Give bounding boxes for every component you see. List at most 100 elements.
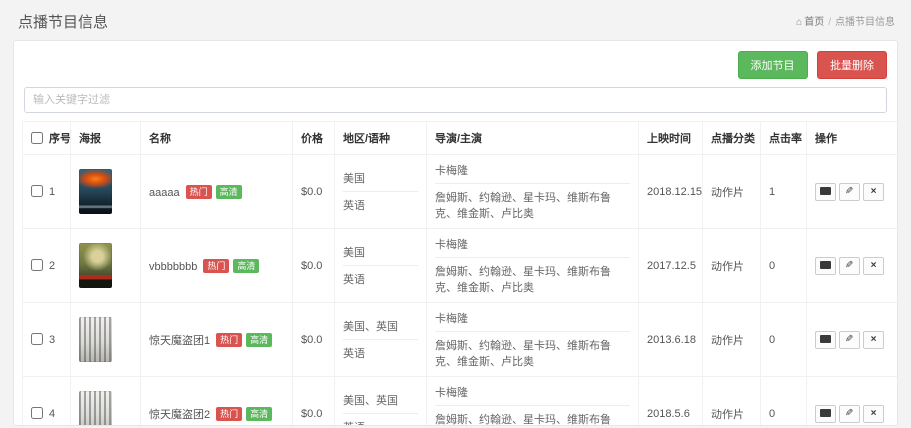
language: 英语 — [343, 274, 365, 286]
price: $0.0 — [301, 185, 323, 198]
row-checkbox[interactable] — [31, 185, 43, 197]
select-all-checkbox[interactable] — [31, 132, 43, 144]
release-date: 2013.6.18 — [647, 333, 696, 346]
click-rate: 1 — [769, 185, 776, 198]
column-header-actions: 操作 — [815, 133, 837, 145]
movie-name: 惊天魔盗团1 — [149, 334, 211, 347]
delete-button[interactable]: × — [863, 330, 884, 349]
language: 英语 — [343, 414, 418, 425]
edit-icon: ✎ — [845, 334, 854, 345]
price: $0.0 — [301, 407, 323, 420]
edit-button[interactable]: ✎ — [839, 256, 860, 275]
breadcrumb: ⌂ 首页 / 点播节目信息 — [796, 13, 895, 28]
media-icon — [820, 409, 831, 418]
row-checkbox[interactable] — [31, 259, 43, 271]
row-index: 2 — [49, 260, 56, 272]
category: 动作片 — [711, 408, 744, 421]
breadcrumb-home-link[interactable]: 首页 — [804, 17, 825, 28]
edit-button[interactable]: ✎ — [839, 182, 860, 201]
row-index: 1 — [49, 186, 56, 198]
movie-name: 惊天魔盗团2 — [149, 408, 211, 421]
media-icon — [820, 335, 831, 344]
movie-poster — [79, 243, 112, 288]
delete-icon: × — [870, 186, 877, 197]
movie-poster — [79, 391, 112, 425]
edit-button[interactable]: ✎ — [839, 404, 860, 423]
media-button[interactable] — [815, 256, 836, 275]
table-row: 3 惊天魔盗团1 热门 高清 $0.0 美国、英国 英语 卡梅隆 詹姆斯、约翰逊、星卡玛… — [22, 302, 897, 377]
director: 卡梅隆 — [435, 234, 630, 258]
media-icon — [820, 261, 831, 270]
release-date: 2017.12.5 — [647, 259, 696, 272]
category: 动作片 — [711, 334, 744, 347]
column-header-name: 名称 — [149, 133, 171, 145]
click-rate: 0 — [769, 333, 776, 346]
delete-button[interactable]: × — [863, 256, 884, 275]
table-row: 2 vbbbbbbb 热门 高清 $0.0 美国 英语 卡梅隆 詹姆斯、约翰逊、星卡玛、… — [22, 228, 897, 303]
actors: 詹姆斯、约翰逊、星卡玛、维斯布鲁克、维金斯、卢比奥 — [435, 266, 611, 294]
hd-tag: 高清 — [246, 406, 273, 421]
hot-tag: 热门 — [203, 258, 230, 273]
table-row: 1 aaaaa 热门 高清 $0.0 美国 英语 卡梅隆 詹姆斯、约翰逊、星卡玛、维斯布… — [22, 154, 897, 229]
search-row — [22, 87, 889, 121]
home-icon: ⌂ — [796, 17, 803, 28]
media-button[interactable] — [815, 182, 836, 201]
row-checkbox[interactable] — [31, 407, 43, 419]
media-button[interactable] — [815, 330, 836, 349]
edit-icon: ✎ — [845, 186, 854, 197]
row-checkbox[interactable] — [31, 333, 43, 345]
column-header-release: 上映时间 — [647, 133, 691, 145]
director: 卡梅隆 — [435, 382, 630, 406]
programs-table: 序号 海报 名称 价格 地区/语种 导演/主演 上映时间 点播分类 点击率 操作… — [22, 121, 897, 426]
edit-icon: ✎ — [845, 408, 854, 419]
media-icon — [820, 187, 831, 196]
content-header: 点播节目信息 ⌂ 首页 / 点播节目信息 — [0, 0, 911, 38]
delete-button[interactable]: × — [863, 404, 884, 423]
panel-toolbar: 添加节目 批量删除 — [22, 49, 889, 87]
price: $0.0 — [301, 259, 323, 272]
delete-icon: × — [870, 334, 877, 345]
director: 卡梅隆 — [435, 160, 630, 184]
movie-poster — [79, 169, 112, 214]
column-header-director: 导演/主演 — [435, 133, 483, 145]
region: 美国 — [343, 168, 418, 192]
column-header-region: 地区/语种 — [343, 133, 391, 145]
column-header-poster: 海报 — [79, 133, 101, 145]
content-panel: 添加节目 批量删除 序号 海报 名称 价格 地区/语种 导演/主演 上映时间 点… — [13, 40, 898, 426]
actors: 詹姆斯、约翰逊、星卡玛、维斯布鲁克、维金斯、卢比奥 — [435, 192, 611, 220]
column-header-category: 点播分类 — [711, 133, 755, 145]
movie-name: vbbbbbbb — [149, 260, 198, 273]
column-header-clicks: 点击率 — [769, 133, 802, 145]
column-header-price: 价格 — [301, 133, 323, 145]
add-program-button[interactable]: 添加节目 — [737, 51, 808, 79]
movie-poster — [79, 317, 112, 362]
hd-tag: 高清 — [215, 184, 242, 199]
click-rate: 0 — [769, 407, 776, 420]
director: 卡梅隆 — [435, 308, 630, 332]
language: 英语 — [343, 200, 365, 212]
delete-button[interactable]: × — [863, 182, 884, 201]
actors: 詹姆斯、约翰逊、星卡玛、维斯布鲁克、维金斯、卢比奥 — [435, 340, 611, 368]
row-index: 4 — [49, 408, 56, 420]
row-index: 3 — [49, 334, 56, 346]
hot-tag: 热门 — [216, 406, 243, 421]
batch-delete-button[interactable]: 批量删除 — [817, 51, 887, 79]
column-header-index: 序号 — [49, 133, 71, 145]
breadcrumb-current: 点播节目信息 — [835, 17, 895, 28]
region: 美国 — [343, 242, 418, 266]
language: 英语 — [343, 348, 365, 360]
actors: 詹姆斯、约翰逊、星卡玛、维斯布鲁克、维金斯、卢比奥 — [435, 414, 611, 426]
edit-button[interactable]: ✎ — [839, 330, 860, 349]
hot-tag: 热门 — [216, 332, 243, 347]
breadcrumb-separator: / — [828, 17, 831, 28]
search-input[interactable] — [24, 87, 887, 113]
region: 美国、英国 — [343, 390, 418, 414]
delete-icon: × — [870, 408, 877, 419]
click-rate: 0 — [769, 259, 776, 272]
media-button[interactable] — [815, 404, 836, 423]
movie-name: aaaaa — [149, 186, 180, 199]
hd-tag: 高清 — [246, 332, 273, 347]
category: 动作片 — [711, 186, 744, 199]
release-date: 2018.12.15 — [647, 185, 703, 198]
